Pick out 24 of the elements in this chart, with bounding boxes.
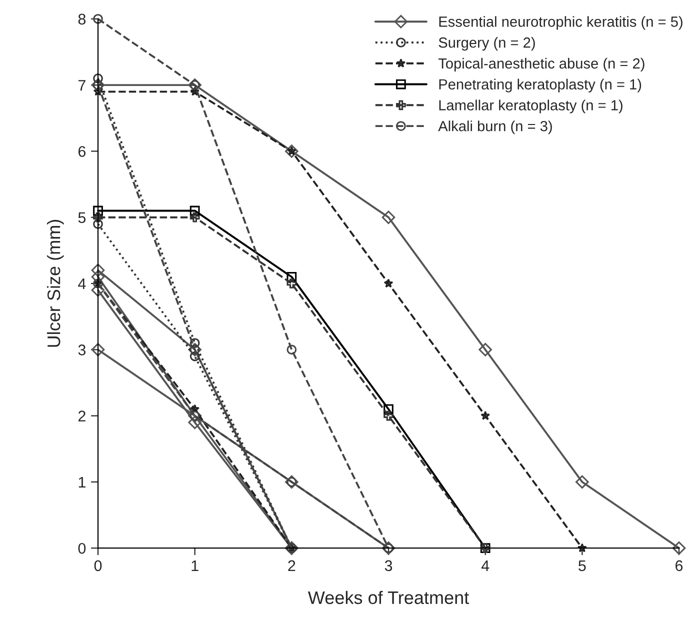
y-tick-label: 1 (78, 476, 86, 488)
y-tick-label: 4 (78, 278, 86, 290)
y-axis-title: Ulcer Size (mm) (46, 220, 64, 347)
y-tick-label: 5 (78, 212, 86, 224)
x-tick-label: 4 (481, 560, 490, 571)
y-tick-label: 6 (78, 146, 86, 157)
y-tick-label: 7 (78, 80, 86, 91)
legend-label: Penetrating keratoplasty (n = 1) (439, 78, 642, 92)
y-tick-label: 2 (78, 410, 86, 422)
legend-label: Surgery (n = 2) (438, 37, 535, 51)
legend-label: Alkali burn (n = 3) (438, 120, 552, 134)
x-tick-label: 2 (288, 560, 296, 571)
y-tick-label: 0 (78, 542, 86, 554)
x-tick-label: 3 (384, 560, 392, 572)
legend-label: Topical-anesthetic abuse (n = 2) (438, 58, 644, 72)
y-tick-label: 8 (78, 14, 86, 25)
legend-label: Lamellar keratoplasty (n = 1) (439, 100, 622, 114)
x-tick-label: 1 (192, 560, 198, 571)
x-tick-label: 5 (578, 560, 586, 572)
legend-label: Essential neurotrophic keratitis (n = 5) (439, 16, 682, 30)
x-tick-label: 6 (676, 560, 683, 572)
y-tick-label: 3 (78, 344, 86, 356)
x-tick-label: 0 (94, 560, 102, 572)
x-axis-title: Weeks of Treatment (308, 590, 469, 604)
